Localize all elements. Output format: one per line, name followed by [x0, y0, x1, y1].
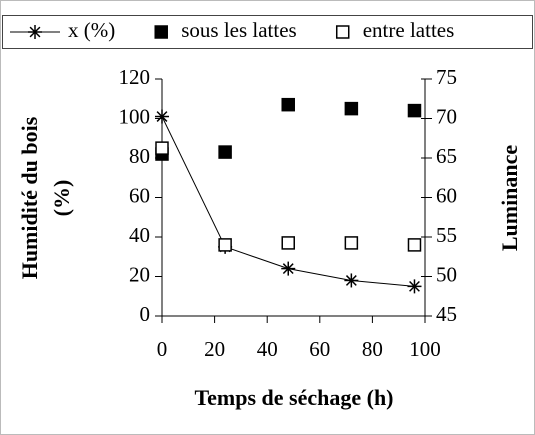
marker: [344, 273, 359, 288]
y-axis-label: Humidité du bois: [17, 116, 42, 279]
legend-box: [2, 15, 533, 49]
marker-square: [281, 236, 295, 250]
marker: [281, 236, 295, 250]
marker: [281, 97, 295, 112]
marker: [218, 238, 232, 252]
marker-stroke: [345, 275, 357, 286]
marker-stroke: [282, 263, 294, 275]
y-tick-label: 60: [129, 183, 150, 207]
marker-square: [218, 145, 232, 159]
x-tick-label: 60: [309, 337, 330, 361]
legend-label: entre lattes: [363, 18, 455, 42]
marker: [407, 238, 422, 252]
marker: [154, 25, 168, 39]
legend-label: sous les lattes: [181, 18, 297, 42]
marker-square: [344, 101, 359, 116]
y2-tick-label: 75: [436, 65, 457, 89]
marker: [155, 141, 169, 155]
marker: [28, 25, 42, 39]
marker-square: [281, 97, 295, 112]
marker-square: [407, 103, 422, 118]
y-tick-label: 40: [129, 223, 150, 247]
marker-square: [218, 238, 232, 252]
marker: [281, 261, 296, 276]
marker: [407, 279, 422, 294]
y-tick-label: 80: [129, 144, 150, 168]
y-axis-label: (%): [49, 180, 74, 217]
marker: [344, 101, 359, 116]
y-tick-label: 20: [129, 262, 150, 286]
y-tick-label: 0: [140, 302, 151, 326]
marker: [335, 25, 350, 39]
marker-stroke: [29, 26, 41, 38]
marker-square: [155, 141, 169, 155]
marker-square: [154, 25, 168, 39]
y-tick-label: 120: [119, 65, 151, 89]
x-tick-label: 80: [362, 337, 383, 361]
y2-tick-label: 55: [436, 223, 457, 247]
x-tick-label: 100: [409, 337, 441, 361]
y2-axis-label: Luminance: [497, 145, 522, 252]
marker: [218, 145, 232, 159]
legend-label: x (%): [68, 18, 115, 42]
x-tick-label: 0: [157, 337, 168, 361]
series-line: [161, 116, 415, 287]
marker-square: [407, 238, 422, 252]
y2-tick-label: 60: [436, 183, 457, 207]
x-tick-label: 20: [204, 337, 225, 361]
y2-tick-label: 65: [436, 144, 457, 168]
y2-tick-label: 50: [436, 262, 457, 286]
marker: [344, 236, 359, 250]
marker-square: [344, 236, 359, 250]
marker: [407, 103, 422, 118]
marker: [155, 109, 169, 124]
y-tick-label: 100: [119, 104, 151, 128]
marker-stroke: [409, 280, 420, 292]
y2-tick-label: 45: [436, 302, 457, 326]
x-tick-label: 40: [257, 337, 278, 361]
marker-stroke: [156, 111, 168, 122]
x-axis-label: Temps de séchage (h): [194, 385, 393, 410]
y2-tick-label: 70: [436, 104, 457, 128]
marker-square: [335, 25, 350, 39]
